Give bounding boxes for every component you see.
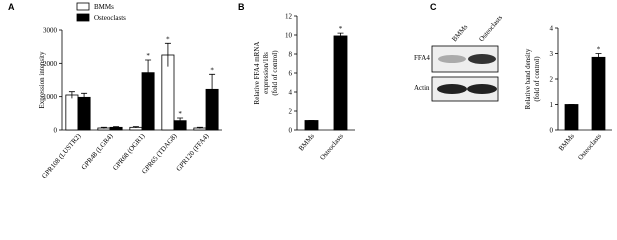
blot-lane-label: Osteoclasts (477, 14, 504, 44)
y-tick-label: 12 (285, 13, 293, 21)
y-tick-label: 4 (289, 89, 293, 97)
x-tick-label: GPR68 (OGR1) (111, 132, 147, 172)
y-tick-label: 2 (289, 108, 293, 116)
x-tick-label: BMMs (557, 132, 576, 153)
legend-label: Osteoclasts (94, 14, 126, 22)
x-tick-label: GPR48 (LGR4) (80, 132, 115, 172)
bar (65, 94, 79, 131)
panel-label: A (8, 2, 15, 12)
y-tick-label: 0 (289, 127, 293, 135)
y-tick-label: 1 (550, 101, 554, 109)
x-tick-label: BMMs (297, 132, 316, 153)
y-tick-label: 6 (289, 70, 293, 78)
x-tick-label: Osteoclasts (576, 132, 603, 162)
y-tick-label: 1000 (43, 93, 58, 101)
error-bar (196, 126, 203, 129)
y-tick-label: 2 (550, 76, 554, 84)
x-tick-label: Osteoclasts (318, 132, 345, 162)
x-tick-label: GPR120 (FFA4) (175, 132, 211, 173)
error-bar (164, 42, 171, 67)
y-axis-label: Expression intensity (38, 51, 46, 108)
y-axis-label: (fold of control) (271, 50, 279, 96)
y-tick-label: 3 (550, 50, 554, 58)
error-bar (68, 91, 75, 99)
error-bar (100, 126, 107, 129)
y-tick-label: 10 (285, 32, 293, 40)
significance-mark: * (210, 66, 214, 74)
x-tick-label: GPR65 (TDAG8) (140, 132, 179, 176)
blot-image (431, 45, 499, 102)
y-axis-label: (fold of control) (533, 56, 541, 102)
significance-mark: * (178, 110, 182, 118)
legend-swatch (76, 2, 90, 11)
y-tick-label: 0 (550, 127, 554, 135)
legend-swatch (76, 13, 90, 22)
bar (564, 104, 579, 131)
legend-label: BMMs (94, 3, 114, 11)
bar (333, 35, 348, 131)
y-tick-label: 4 (550, 25, 554, 33)
error-bar (81, 92, 88, 102)
error-bar (113, 126, 120, 128)
bar (591, 56, 606, 131)
error-bar (177, 117, 184, 124)
blot-row-label: Actin (414, 84, 430, 92)
blot-band (437, 84, 467, 94)
blot-band (468, 54, 496, 64)
blot-band (467, 84, 497, 94)
y-tick-label: 2000 (43, 60, 58, 68)
significance-mark: * (339, 25, 343, 33)
y-tick-label: 0 (54, 127, 58, 135)
significance-mark: * (597, 46, 601, 54)
error-bar (337, 32, 344, 39)
blot-band (438, 55, 466, 63)
y-tick-label: 8 (289, 51, 293, 59)
y-axis-label: expression/18s (262, 52, 270, 94)
blot-row-label: FFA4 (414, 54, 430, 62)
y-axis-label: Relative band density (524, 48, 532, 109)
bar (304, 120, 319, 131)
bar (77, 96, 91, 131)
panel-label: B (238, 2, 245, 12)
y-tick-label: 3000 (43, 27, 58, 35)
y-axis-label: Relative FFA4 mRNA (253, 42, 261, 105)
error-bar (132, 126, 139, 128)
x-tick-label: GPR108 (LUSTR2) (40, 132, 83, 181)
error-bar (595, 53, 602, 62)
significance-mark: * (146, 52, 150, 60)
significance-mark: * (166, 35, 170, 43)
error-bar (145, 59, 152, 86)
blot-lane-label: BMMs (450, 23, 469, 44)
panel-label: C (430, 2, 437, 12)
error-bar (209, 73, 216, 105)
